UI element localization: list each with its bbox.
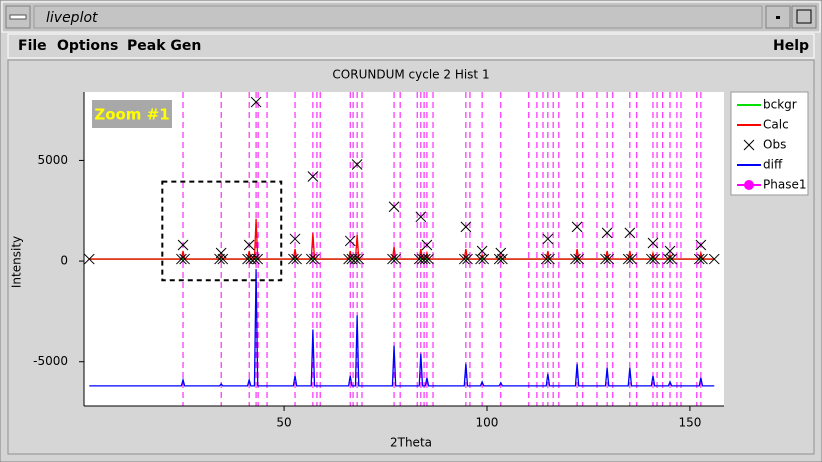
- obs-point: [344, 235, 356, 247]
- obs-point: [423, 253, 434, 265]
- obs-point: [217, 253, 229, 265]
- menu-help[interactable]: Help: [773, 38, 809, 54]
- y-tick-label: 0: [60, 254, 68, 268]
- obs-point: [624, 227, 636, 239]
- obs-point: [243, 239, 255, 251]
- obs-point: [419, 253, 431, 265]
- legend-symbol: [743, 139, 755, 151]
- obs-point: [177, 239, 189, 251]
- obs-point: [305, 253, 317, 265]
- obs-point: [351, 159, 363, 170]
- plot: [84, 92, 720, 406]
- x-tick-label: 150: [678, 416, 701, 430]
- legend-label: Obs: [763, 138, 786, 152]
- obs-point: [693, 253, 705, 265]
- obs-point: [626, 253, 637, 265]
- obs-point: [309, 253, 320, 265]
- obs-point: [458, 253, 470, 265]
- legend-label: diff: [763, 158, 783, 172]
- menu-bar: [7, 33, 815, 59]
- obs-point: [415, 211, 427, 223]
- obs-point: [497, 253, 508, 265]
- obs-point: [390, 253, 402, 265]
- obs-point: [493, 253, 505, 265]
- plot-area: [84, 92, 724, 406]
- minimize-icon: [776, 16, 780, 19]
- obs-point: [647, 237, 659, 249]
- maximize-icon: [796, 9, 812, 24]
- obs-point: [214, 253, 225, 265]
- obs-point: [307, 171, 319, 182]
- obs-point: [697, 253, 708, 265]
- obs-point: [622, 253, 634, 265]
- obs-point: [250, 96, 262, 108]
- obs-point: [571, 221, 583, 233]
- y-axis-label: Intensity: [10, 236, 24, 288]
- menu-file[interactable]: File: [18, 38, 47, 54]
- obs-point: [84, 253, 95, 265]
- obs-point: [176, 253, 187, 265]
- obs-point: [666, 253, 678, 265]
- obs-point: [353, 253, 365, 265]
- obs-point: [478, 253, 490, 265]
- obs-point: [495, 247, 507, 259]
- obs-point: [542, 233, 554, 245]
- window-title: liveplot: [46, 10, 98, 26]
- series-line: [89, 218, 715, 260]
- obs-point: [708, 253, 720, 265]
- obs-point: [288, 253, 299, 265]
- obs-point: [601, 227, 613, 239]
- obs-point: [603, 253, 615, 265]
- legend-label: Phase1: [763, 178, 806, 192]
- chart-title: CORUNDUM cycle 2 Hist 1: [332, 68, 489, 82]
- maximize-button[interactable]: [791, 5, 817, 29]
- obs-point: [460, 221, 472, 233]
- obs-point: [350, 253, 361, 265]
- series-line: [89, 269, 715, 387]
- menu-peak-gen[interactable]: Peak Gen: [127, 38, 201, 54]
- obs-point: [215, 247, 227, 259]
- obs-point: [249, 253, 260, 265]
- legend-label: Calc: [763, 118, 789, 132]
- obs-point: [649, 253, 660, 265]
- legend-label: bckgr: [763, 98, 797, 112]
- obs-point: [421, 239, 433, 251]
- legend-marker: [744, 180, 754, 190]
- obs-point: [387, 253, 398, 265]
- x-tick-label: 50: [276, 416, 291, 430]
- y-tick-label: -5000: [33, 354, 68, 368]
- y-tick-label: 5000: [37, 153, 68, 167]
- obs-point: [544, 253, 555, 265]
- obs-point: [695, 239, 707, 251]
- zoom-label: Zoom #1: [94, 106, 169, 124]
- obs-point: [462, 253, 473, 265]
- obs-point: [291, 253, 303, 265]
- obs-point: [600, 253, 611, 265]
- obs-point: [646, 253, 657, 265]
- menu-options[interactable]: Options: [57, 38, 118, 54]
- zoom-label-bg: [92, 100, 172, 128]
- obs-point: [388, 201, 400, 213]
- title-area: [33, 5, 763, 29]
- obs-point: [252, 253, 264, 265]
- obs-point: [573, 253, 585, 265]
- obs-point: [540, 253, 552, 265]
- obs-point: [289, 233, 301, 245]
- obs-point: [179, 253, 191, 265]
- obs-point: [570, 253, 581, 265]
- window-menu-icon: [9, 14, 27, 20]
- legend: [730, 91, 809, 196]
- x-tick-label: 100: [476, 416, 499, 430]
- x-axis-label: 2Theta: [390, 436, 432, 450]
